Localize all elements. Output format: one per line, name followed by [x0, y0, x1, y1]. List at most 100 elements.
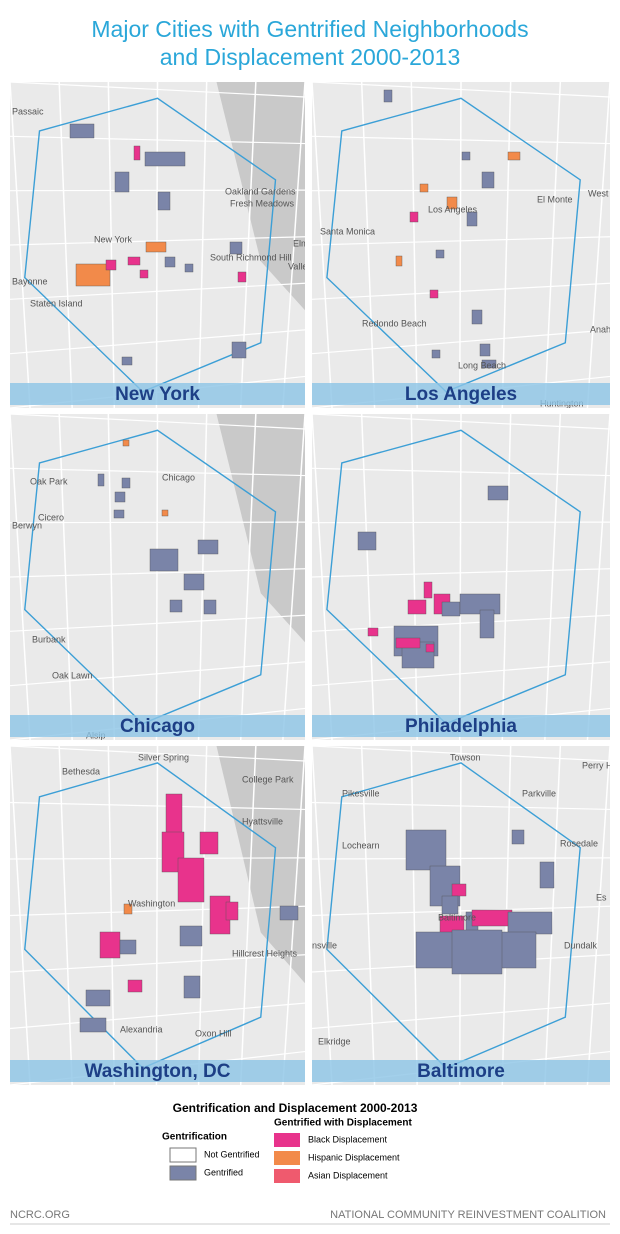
tract: [466, 211, 478, 227]
tract: [419, 183, 429, 193]
tract: [69, 123, 95, 139]
legend-label: Gentrified: [204, 1167, 243, 1177]
tract: [85, 989, 111, 1007]
city-name: New York: [115, 384, 200, 405]
tract: [145, 241, 167, 253]
road: [10, 236, 305, 246]
tract: [179, 925, 203, 947]
road: [282, 82, 305, 408]
tract: [423, 581, 433, 599]
name-band: [10, 383, 305, 405]
tract: [395, 255, 403, 267]
place-label: nsville: [312, 940, 337, 950]
city-name: Washington, DC: [85, 1061, 231, 1082]
name-band: [312, 1060, 610, 1082]
place-label: South Richmond Hill: [210, 252, 292, 262]
road: [197, 82, 208, 408]
place-label: Alexandria: [120, 1024, 163, 1034]
road: [10, 329, 305, 355]
road: [10, 954, 305, 973]
tract: [225, 901, 239, 921]
tract: [511, 829, 525, 845]
legend-label: Black Displacement: [308, 1134, 388, 1144]
legend-swatch: [274, 1169, 300, 1183]
tract: [177, 857, 205, 903]
tract: [237, 271, 247, 283]
tract: [231, 341, 247, 359]
place-label: College Park: [242, 774, 294, 784]
road: [410, 746, 418, 1085]
road: [312, 329, 610, 355]
place-label: Valley S: [288, 261, 320, 271]
tract: [144, 151, 186, 167]
tract: [507, 151, 521, 161]
road: [10, 282, 305, 300]
road: [501, 414, 512, 740]
map-panel: El Monte West Covina Los Angeles Santa Moni…: [312, 82, 610, 408]
city-name: Chicago: [120, 716, 195, 737]
place-label: Redondo Beach: [362, 318, 427, 328]
place-label: Bayonne: [12, 276, 48, 286]
tract: [105, 259, 117, 271]
place-label: Pikesville: [342, 788, 380, 798]
legend-swatch: [274, 1151, 300, 1165]
tract: [199, 831, 219, 855]
road: [10, 661, 305, 687]
boundary: [24, 762, 277, 1069]
city-name: Philadelphia: [405, 716, 517, 737]
boundary: [24, 429, 277, 725]
name-band: [312, 715, 610, 737]
tract: [133, 145, 141, 161]
tract: [441, 895, 459, 915]
place-label: Perry H: [582, 760, 613, 770]
road: [544, 746, 562, 1085]
road: [239, 414, 257, 740]
tract: [183, 573, 205, 591]
place-label: Dundalk: [564, 940, 598, 950]
tract: [481, 171, 495, 189]
tract: [197, 539, 219, 555]
road: [458, 746, 462, 1085]
map-panel: Passaic Oakland Gardens Fresh Meadows New Y…: [10, 82, 320, 408]
tract: [446, 196, 458, 210]
tract: [149, 548, 179, 572]
tract: [165, 793, 183, 835]
place-label: Long Beach: [458, 360, 506, 370]
legend-title: Gentrification and Displacement 2000-201…: [173, 1101, 418, 1115]
place-label: Hyattsville: [242, 816, 283, 826]
road: [410, 82, 418, 408]
road: [58, 82, 73, 408]
road: [360, 82, 376, 408]
road: [197, 746, 208, 1085]
tract: [487, 485, 509, 501]
road: [501, 82, 512, 408]
water: [216, 414, 305, 643]
tract: [507, 911, 553, 935]
place-label: Bethesda: [62, 766, 100, 776]
tract: [383, 89, 393, 103]
road: [155, 746, 159, 1085]
tract: [127, 256, 141, 266]
place-label: Oakland Gardens: [225, 186, 296, 196]
tract: [123, 903, 133, 915]
tract: [99, 931, 121, 959]
road: [312, 905, 610, 917]
map-panel: Silver Spring Bethesda College Park Hyattsv…: [10, 746, 305, 1085]
tract: [425, 643, 435, 653]
tract: [451, 883, 467, 897]
road: [586, 82, 610, 408]
road: [312, 614, 610, 632]
water: [216, 82, 305, 311]
tract: [471, 309, 483, 325]
boundary: [326, 429, 581, 725]
place-label: Rosedale: [560, 838, 598, 848]
tract: [441, 601, 461, 617]
name-band: [312, 383, 610, 405]
boundary: [326, 762, 581, 1069]
tract: [127, 979, 143, 993]
tract: [367, 627, 379, 637]
tract: [113, 509, 125, 519]
boundary: [326, 97, 581, 393]
tract: [451, 929, 503, 975]
